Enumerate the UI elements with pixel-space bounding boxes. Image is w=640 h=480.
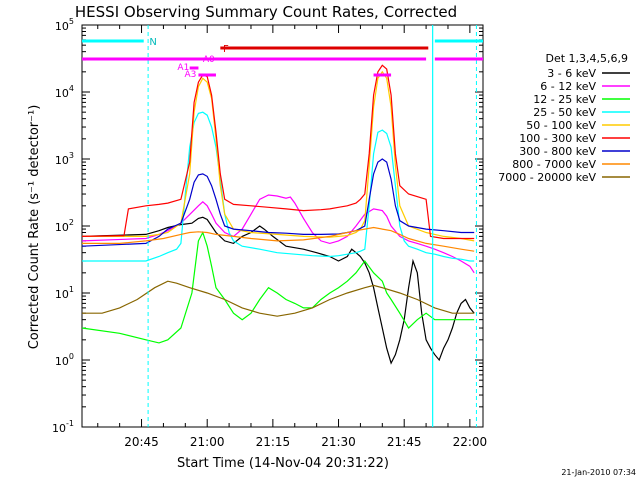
y-tick-exponent: 5: [69, 17, 74, 26]
y-tick-label: 103: [55, 151, 74, 167]
y-tick-label: 102: [55, 218, 74, 234]
series-line-8: [82, 280, 475, 317]
footer-timestamp: 21-Jan-2010 07:34: [561, 468, 636, 477]
legend-item-label: 6 - 12 keV: [540, 80, 596, 93]
y-tick-label: 101: [55, 285, 74, 301]
y-tick-exponent: -1: [66, 419, 74, 428]
x-tick-label: 21:15: [256, 435, 291, 449]
attenuator-a3-label: A3: [184, 70, 196, 80]
y-axis-title: Corrected Count Rate (s⁻¹ detector⁻¹): [27, 105, 42, 350]
series-line-0: [81, 216, 475, 365]
legend-item-label: 7000 - 20000 keV: [498, 171, 596, 184]
y-tick-base: 10: [52, 422, 66, 435]
x-tick-label: 21:30: [321, 435, 356, 449]
chart-title: HESSI Observing Summary Count Rates, Cor…: [75, 3, 457, 21]
legend-item-label: 800 - 7000 keV: [512, 158, 596, 171]
legend-item-label: 25 - 50 keV: [533, 106, 596, 119]
legend-item-label: 50 - 100 keV: [526, 119, 596, 132]
y-tick-label: 100: [55, 352, 74, 368]
series-lines: [81, 64, 475, 365]
series-line-2: [81, 230, 475, 344]
night-flag-label: N: [149, 37, 156, 48]
legend-item-label: 300 - 800 keV: [519, 145, 596, 158]
y-tick-base: 10: [55, 288, 69, 301]
legend-title: Det 1,3,4,5,6,9: [545, 52, 628, 65]
x-axis-title: Start Time (14-Nov-04 20:31:22): [177, 456, 389, 471]
y-tick-base: 10: [55, 221, 69, 234]
y-tick-label: 105: [55, 17, 74, 33]
series-line-1: [81, 194, 475, 274]
legend-item-label: 100 - 300 keV: [519, 132, 596, 145]
series-line-4: [82, 70, 475, 242]
y-tick-exponent: 3: [69, 151, 74, 160]
x-tick-label: 21:45: [387, 435, 422, 449]
x-tick-label: 21:00: [190, 435, 225, 449]
y-tick-base: 10: [55, 355, 69, 368]
attenuator-a1-label: A1: [177, 63, 189, 73]
y-tick-exponent: 4: [69, 84, 74, 93]
y-tick-base: 10: [55, 154, 69, 167]
flare-flag-label: F: [223, 44, 229, 55]
x-tick-label: 20:45: [124, 435, 159, 449]
x-tick-labels: 20:45 21:00 21:15 21:30 21:45 22:00: [124, 435, 487, 449]
y-tick-base: 10: [55, 87, 69, 100]
y-tick-base: 10: [55, 20, 69, 33]
y-tick-label: 104: [55, 84, 74, 100]
y-tick-label: 10-1: [52, 419, 74, 435]
legend-item-label: 3 - 6 keV: [547, 67, 596, 80]
attenuator-a0-label: A0: [203, 55, 215, 65]
series-line-6: [81, 158, 475, 247]
series-line-7: [82, 226, 475, 252]
series-line-5: [81, 64, 475, 240]
x-tick-label: 22:00: [453, 435, 488, 449]
y-tick-exponent: 1: [69, 285, 74, 294]
y-tick-exponent: 0: [69, 352, 74, 361]
y-tick-exponent: 2: [69, 218, 74, 227]
legend-item-label: 12 - 25 keV: [533, 93, 596, 106]
